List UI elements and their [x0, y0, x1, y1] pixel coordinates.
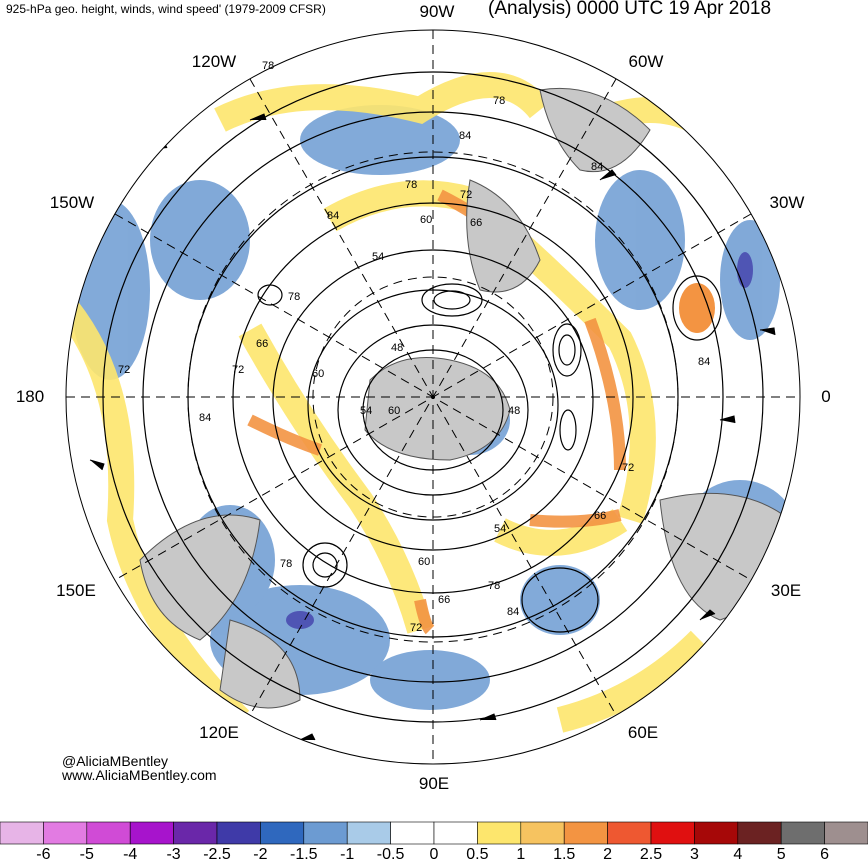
shading-layer	[66, 71, 800, 741]
lon-label-60e: 60E	[627, 723, 659, 742]
colorbar	[0, 821, 868, 845]
colorbar-tick-label: 1.5	[553, 846, 576, 863]
colorbar-swatch	[563, 821, 608, 845]
colorbar-swatch	[433, 821, 478, 845]
lon-label-120e: 120E	[199, 723, 239, 742]
colorbar-tick-label: -2.5	[203, 846, 231, 863]
colorbar-swatch	[650, 821, 695, 845]
lon-label-0: 0	[821, 387, 831, 406]
colorbar-swatch	[303, 821, 348, 845]
contour-labels: 78 78 84 84 84 78 72 60 66 54 48 60 66 7…	[118, 60, 710, 634]
contour-label: 84	[459, 130, 471, 142]
lon-label-90e: 90E	[418, 774, 450, 793]
colorbar-swatch	[86, 821, 131, 845]
contour-label: 78	[262, 60, 274, 72]
contour-label: 78	[288, 291, 300, 303]
contour-label: 78	[493, 95, 505, 107]
colorbar-tick-label: 2.5	[639, 846, 663, 863]
colorbar-tick-label: 0.5	[466, 846, 489, 863]
colorbar-swatch	[520, 821, 565, 845]
contour-label: 54	[494, 523, 506, 535]
contour-label: 72	[460, 189, 472, 201]
colorbar-swatch	[607, 821, 652, 845]
contour-label: 60	[388, 405, 400, 417]
contour-label: 84	[199, 412, 211, 424]
colorbar-tick-label: -3	[166, 846, 181, 863]
lon-label-30w: 30W	[769, 193, 805, 212]
colorbar-tick-label: -1.5	[290, 846, 318, 863]
contour-label: 66	[256, 338, 268, 350]
contour-label: 60	[312, 368, 324, 380]
colorbar-tick-label: 2	[603, 846, 613, 863]
colorbar-swatch	[390, 821, 435, 845]
contour-label: 72	[232, 364, 244, 376]
lon-label-90w: 90W	[419, 2, 455, 21]
contour-label: 84	[327, 210, 339, 222]
map-border	[65, 29, 801, 765]
contour-label: 72	[410, 622, 422, 634]
colorbar-swatch	[216, 821, 261, 845]
chart-title-left: 925-hPa geo. height, winds, wind speed' …	[6, 2, 326, 16]
contour-label: 78	[405, 179, 417, 191]
colorbar-tick-label: 6	[820, 846, 830, 863]
contour-label: 66	[594, 510, 606, 522]
polar-map: 78 78 84 84 84 78 72 60 66 54 48 60 66 7…	[65, 29, 801, 765]
credit-handle: @AliciaMBentley	[62, 753, 169, 769]
colorbar-tick-label: 0	[429, 846, 439, 863]
colorbar-swatch	[43, 821, 88, 845]
colorbar-tick-label: 5	[776, 846, 786, 863]
contour-label: 72	[118, 364, 130, 376]
credit-website: www.AliciaMBentley.com	[62, 767, 217, 783]
lon-label-180: 180	[15, 387, 45, 406]
colorbar-tick-label: -5	[79, 846, 94, 863]
colorbar-swatch	[477, 821, 522, 845]
contour-label: 54	[372, 251, 384, 263]
contour-label: 48	[391, 342, 403, 354]
contour-label: 78	[488, 580, 500, 592]
contour-label: 54	[360, 405, 372, 417]
colorbar-swatch	[129, 821, 174, 845]
colorbar-tick-label: -4	[123, 846, 138, 863]
chart-title-right: (Analysis) 0000 UTC 19 Apr 2018	[488, 0, 772, 19]
colorbar-tick-label: 3	[689, 846, 699, 863]
colorbar-swatch	[173, 821, 218, 845]
contour-label: 84	[698, 356, 710, 368]
colorbar-swatch	[824, 821, 868, 845]
contour-label: 48	[508, 405, 520, 417]
colorbar-tick-label: -1	[340, 846, 355, 863]
colorbar-swatch	[346, 821, 391, 845]
contour-label: 78	[280, 558, 292, 570]
wind-barbs	[89, 113, 776, 741]
contour-label: 72	[622, 462, 634, 474]
colorbar-swatch	[694, 821, 739, 845]
colorbar-swatch	[260, 821, 305, 845]
graticule	[66, 30, 800, 764]
lon-label-120w: 120W	[191, 52, 237, 71]
colorbar-tick-label: 4	[733, 846, 743, 863]
contour-label: 84	[591, 161, 603, 173]
colorbar-tick-label: -6	[36, 846, 51, 863]
colorbar-swatch	[737, 821, 782, 845]
colorbar-tick-label: -0.5	[376, 846, 405, 863]
contour-label: 60	[418, 556, 430, 568]
lon-label-150e: 150E	[56, 581, 96, 600]
lon-label-30e: 30E	[770, 581, 802, 600]
anomaly-core	[679, 283, 715, 333]
colorbar-swatch	[780, 821, 825, 845]
contour-label: 60	[420, 214, 432, 226]
colorbar-swatch	[0, 821, 44, 845]
contour-label: 66	[438, 594, 450, 606]
colorbar-tick-label: 1	[516, 846, 526, 863]
lon-label-60w: 60W	[628, 52, 664, 71]
positive-anomaly-shading	[66, 72, 740, 733]
contour-label: 84	[507, 606, 519, 618]
contour-label: 66	[470, 217, 482, 229]
lon-label-150w: 150W	[49, 193, 95, 212]
colorbar-tick-label: -2	[253, 846, 268, 863]
